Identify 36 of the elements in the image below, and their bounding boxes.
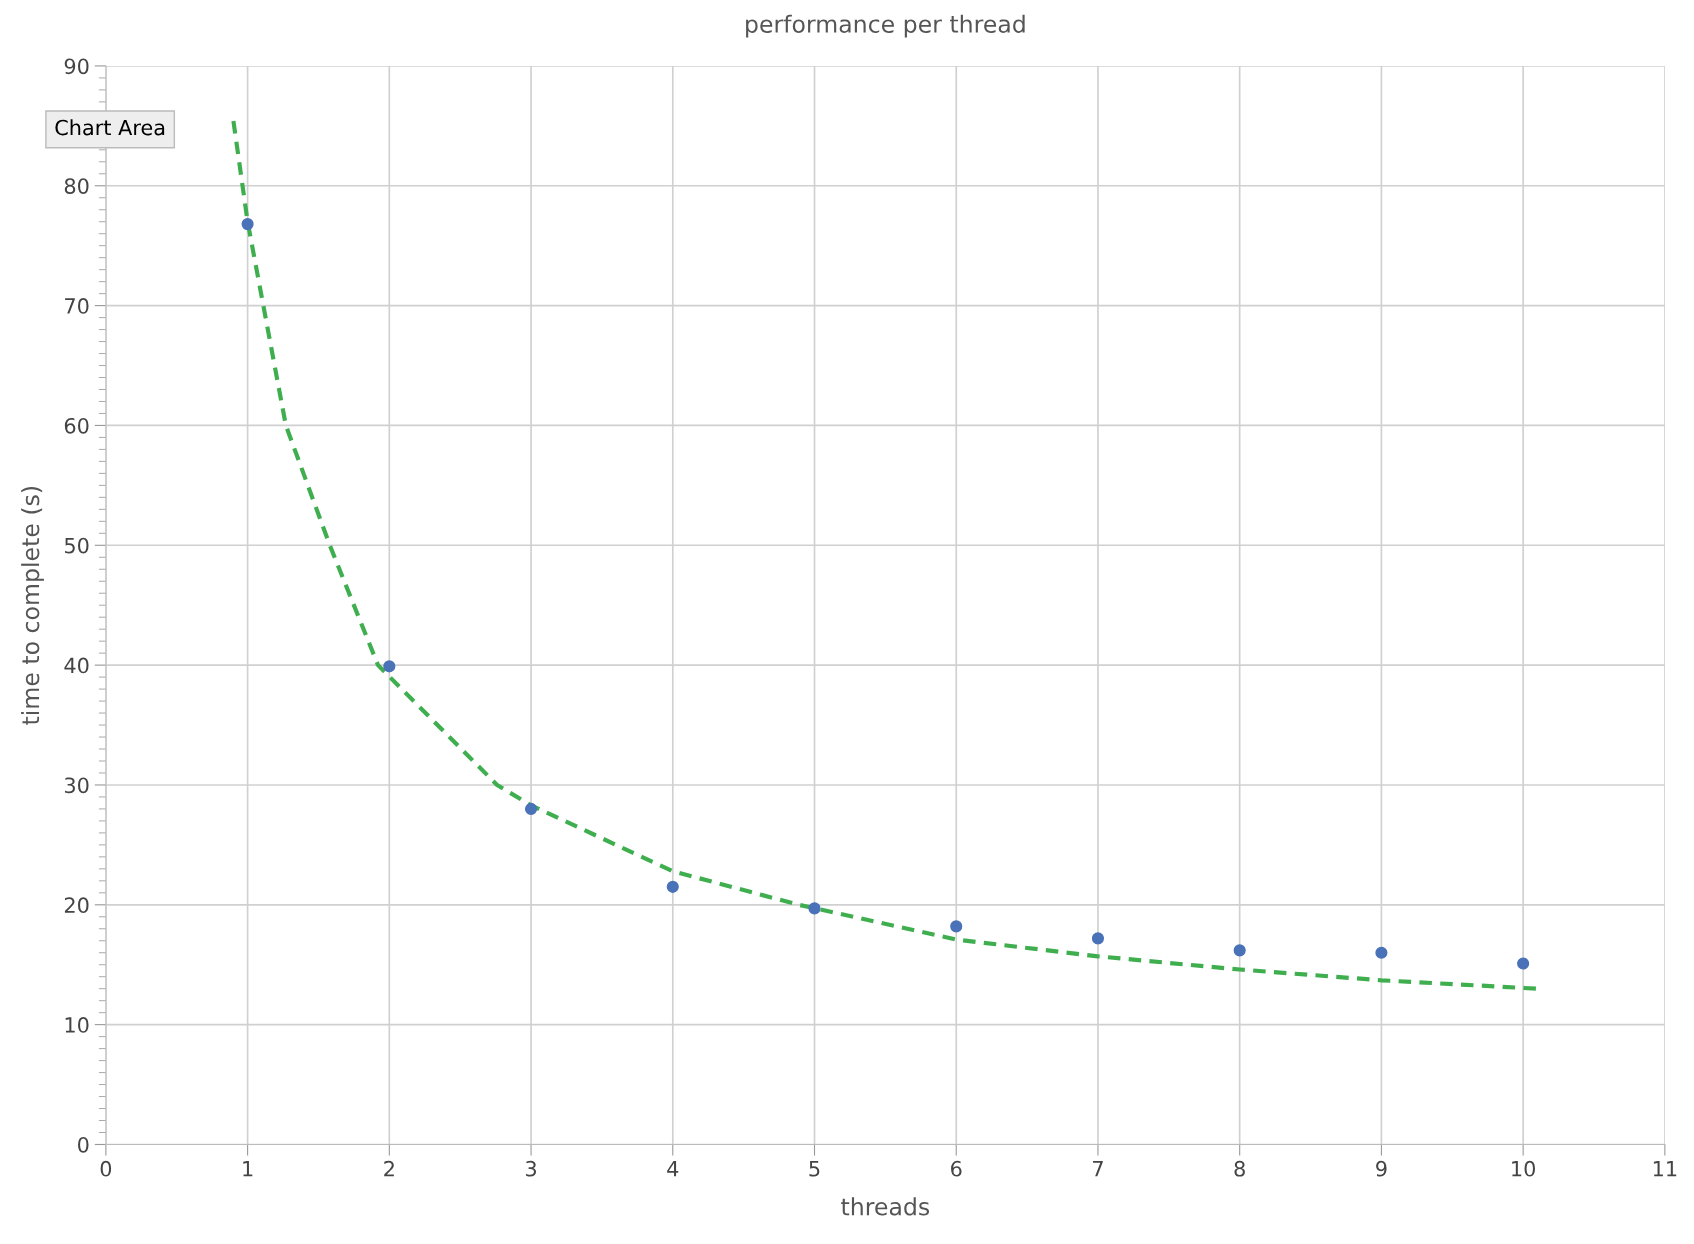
y-tick-label: 90 bbox=[64, 58, 89, 75]
y-tick-label: 80 bbox=[64, 178, 89, 194]
x-tick-label: 3 bbox=[526, 1160, 537, 1177]
point bbox=[1233, 944, 1246, 957]
y-tick-label: 0 bbox=[78, 1136, 89, 1153]
point bbox=[524, 802, 538, 816]
y-tick-label: 50 bbox=[65, 537, 89, 554]
y-tick-label: 20 bbox=[64, 897, 89, 914]
annotation: Chart Area bbox=[55, 119, 165, 136]
point bbox=[1091, 932, 1105, 945]
y-tick-label: 10 bbox=[65, 1017, 89, 1033]
y-axis-title: time to complete (s) bbox=[21, 486, 44, 725]
y-tick-label: 30 bbox=[64, 777, 89, 794]
x-axis-title: threads bbox=[841, 1197, 930, 1216]
point bbox=[1517, 957, 1530, 970]
chart-title: performance per thread bbox=[746, 14, 1025, 38]
x-tick-label: 5 bbox=[809, 1161, 820, 1177]
x-tick-label: 4 bbox=[667, 1161, 679, 1177]
point bbox=[1375, 946, 1388, 959]
point bbox=[808, 902, 821, 915]
point bbox=[241, 218, 254, 231]
point bbox=[383, 660, 396, 673]
y-tick-label: 70 bbox=[65, 298, 89, 314]
x-tick-label: 0 bbox=[100, 1160, 112, 1177]
x-tick-label: 1 bbox=[243, 1161, 253, 1177]
y-tick-label: 60 bbox=[64, 417, 89, 434]
x-tick-label: 10 bbox=[1512, 1160, 1536, 1177]
x-tick-label: 2 bbox=[384, 1160, 394, 1177]
x-tick-label: 8 bbox=[1234, 1160, 1245, 1177]
y-tick-label: 40 bbox=[64, 657, 89, 674]
x-tick-label: 9 bbox=[1376, 1160, 1387, 1177]
point bbox=[950, 920, 963, 933]
x-tick-label: 6 bbox=[951, 1160, 962, 1177]
x-tick-label: 7 bbox=[1093, 1161, 1103, 1177]
x-tick-label: 11 bbox=[1653, 1161, 1677, 1177]
point bbox=[666, 880, 679, 893]
